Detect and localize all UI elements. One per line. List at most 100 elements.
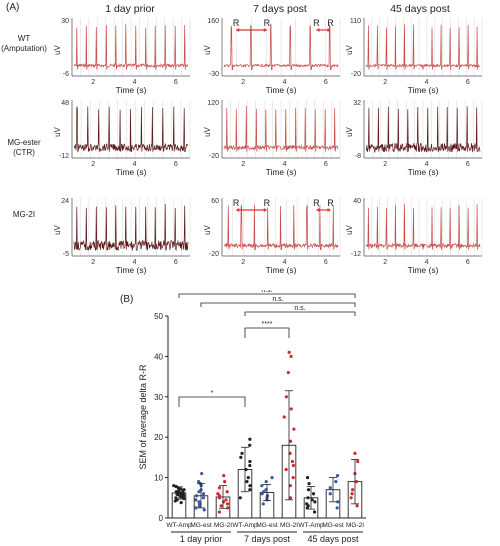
rr-arrowhead	[263, 28, 267, 32]
ecg-trace	[366, 24, 481, 70]
data-point	[286, 370, 290, 375]
significance-label: n.s.	[272, 296, 283, 303]
data-point	[248, 443, 252, 447]
x-axis-label: Time (s)	[116, 85, 147, 95]
r-label: R	[264, 198, 271, 208]
significance-label: n.s.	[261, 290, 272, 294]
data-point	[196, 480, 201, 484]
data-point	[287, 350, 291, 354]
significance-bracket	[178, 396, 246, 407]
significance-bracket	[178, 293, 356, 298]
data-point	[225, 490, 229, 494]
bar-chart: 0 10 20 30 40 50 SEM of average delta R-R WT-Am…	[138, 290, 366, 544]
data-point	[182, 497, 186, 501]
data-point	[224, 498, 228, 502]
x-tick-label: 6	[466, 259, 470, 266]
y-max-label: 24	[61, 198, 69, 205]
x-tick-label: 6	[324, 161, 328, 168]
x-tick-label: 2	[91, 161, 95, 168]
data-point	[248, 437, 252, 441]
data-point	[306, 496, 310, 500]
data-point	[270, 476, 274, 480]
data-point	[198, 502, 202, 506]
x-axis-label: Time (s)	[408, 85, 439, 95]
data-point	[239, 455, 243, 459]
y-max-label: 40	[353, 198, 361, 205]
x-axis-label: Time (s)	[408, 265, 439, 275]
data-point	[216, 492, 220, 496]
data-point	[248, 488, 252, 492]
data-point	[292, 427, 296, 431]
y-axis-label: uV	[345, 224, 354, 234]
rr-arrowhead	[316, 28, 320, 32]
x-tick-label: 2	[383, 259, 387, 266]
y-tick-label: 50	[154, 312, 163, 321]
data-point	[217, 486, 222, 490]
data-point	[226, 506, 230, 510]
data-point	[335, 506, 339, 510]
data-point	[289, 354, 293, 358]
data-point	[349, 496, 353, 500]
data-point	[291, 463, 295, 468]
data-point	[288, 484, 292, 488]
data-point	[288, 439, 293, 443]
data-point	[311, 492, 316, 496]
data-point	[306, 504, 310, 508]
y-min-label: -8	[355, 153, 361, 160]
data-point	[355, 504, 359, 508]
data-point	[217, 510, 222, 514]
column-title-1: 1 day prior	[105, 3, 155, 15]
category-label: MG-2I	[346, 522, 364, 529]
data-point	[307, 482, 311, 486]
x-tick-label: 6	[174, 259, 178, 266]
r-label: R	[264, 18, 271, 28]
x-tick-label: 2	[241, 259, 245, 266]
y-tick-label: 10	[154, 474, 163, 483]
data-point	[289, 407, 293, 411]
y-min-label: -12	[351, 251, 361, 258]
ecg-panel-1-0: 48 -12 uV 2 4 6 Time (s)	[53, 100, 191, 177]
x-tick-label: 6	[466, 161, 470, 168]
x-tick-label: 4	[283, 161, 287, 168]
ecg-trace	[223, 204, 339, 250]
data-point	[194, 498, 198, 502]
x-tick-label: 4	[283, 79, 287, 86]
y-tick-label: 30	[154, 393, 163, 402]
data-point	[261, 490, 266, 494]
x-axis-label: Time (s)	[266, 85, 297, 95]
y-axis-label: uV	[203, 224, 212, 234]
row-label-mg-2i: MG-2I	[12, 210, 36, 219]
data-point	[284, 395, 288, 399]
ecg-panel-0-2: 110 -20 uV 2 4 6 Time (s)	[345, 18, 483, 95]
ecg-trace	[223, 106, 339, 152]
data-point	[238, 496, 242, 500]
data-point	[353, 451, 357, 455]
ecg-trace	[365, 204, 481, 250]
data-point	[201, 496, 206, 500]
data-point	[174, 496, 178, 500]
ecg-panel-2-2: 40 -12 uV 2 4 6 Time (s)	[345, 198, 483, 275]
r-label: R	[233, 198, 240, 208]
data-point	[260, 484, 264, 488]
y-axis-label: uV	[203, 44, 212, 54]
x-tick-label: 2	[383, 161, 387, 168]
x-tick-label: 2	[241, 161, 245, 168]
y-max-label: 120	[207, 100, 219, 107]
x-tick-label: 4	[425, 161, 429, 168]
significance-label: *	[211, 390, 214, 397]
category-label: MG-est	[190, 522, 212, 529]
x-axis-label: Time (s)	[116, 265, 147, 275]
data-point	[334, 480, 338, 484]
y-max-label: 110	[350, 18, 361, 25]
data-point	[219, 504, 223, 508]
data-point	[284, 467, 288, 472]
data-point	[261, 502, 265, 506]
y-min-label: -6	[63, 71, 69, 78]
data-point	[245, 480, 249, 484]
data-point	[225, 502, 230, 506]
rr-arrowhead	[263, 208, 267, 212]
group-label: 7 days post	[244, 534, 291, 544]
